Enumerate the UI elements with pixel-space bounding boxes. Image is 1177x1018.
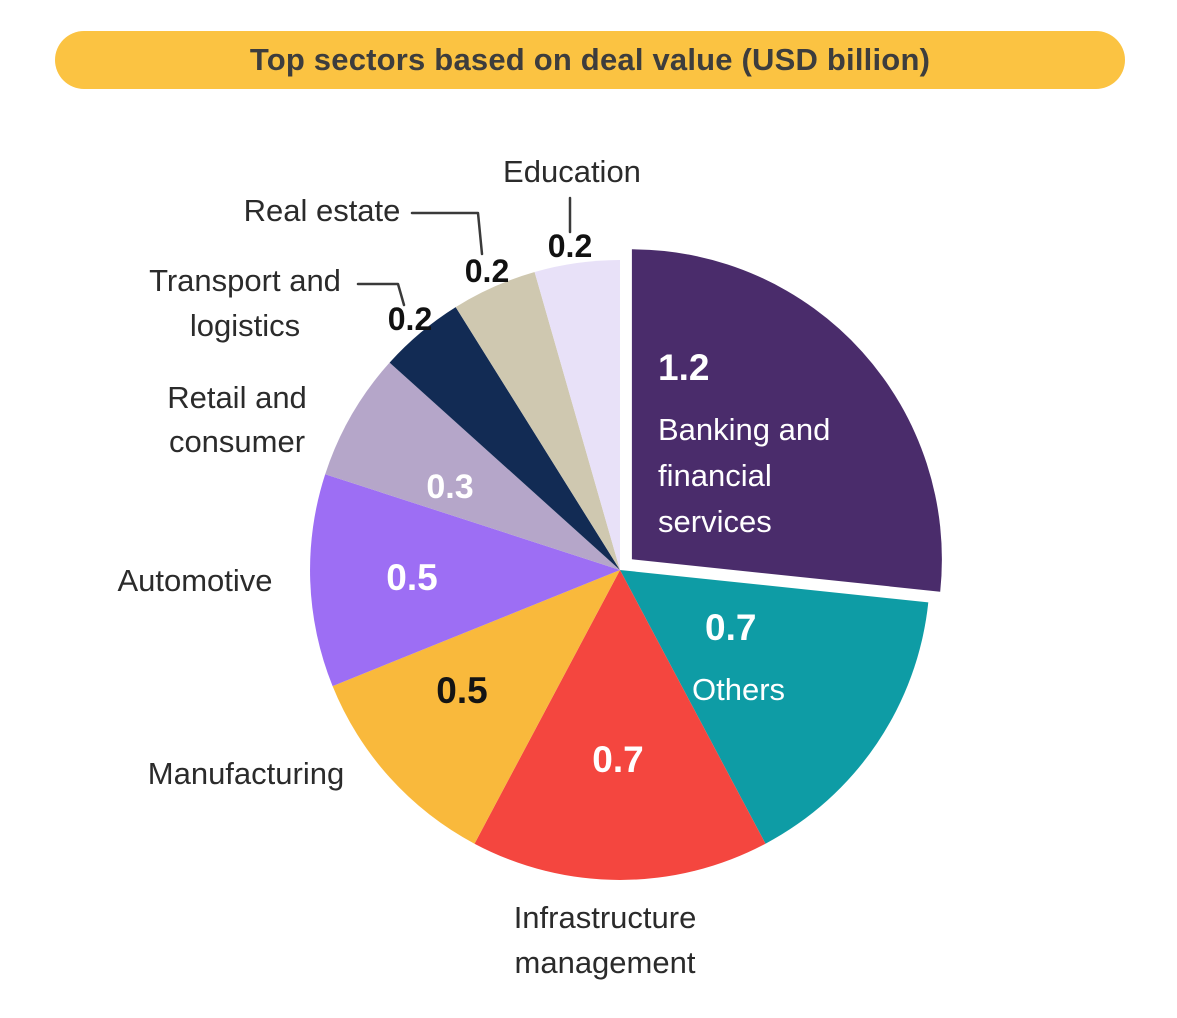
pie-slice-infrastructure-management	[474, 570, 766, 880]
value-label-retail-and-consumer: 0.3	[426, 468, 473, 506]
value-label-others: 0.7	[705, 607, 756, 648]
value-label-banking: 1.2	[658, 347, 709, 388]
pie-slice-others	[620, 570, 929, 844]
value-label-infrastructure-management: 0.7	[592, 739, 643, 780]
value-label-transport-and-logistics: 0.2	[388, 301, 432, 337]
pie-slice-manufacturing	[332, 570, 620, 844]
pie-slice-automotive	[310, 474, 620, 687]
leader-line-transport-and-logistics	[356, 282, 406, 307]
slice-label-others: Others	[692, 672, 785, 707]
chart-title: Top sectors based on deal value (USD bil…	[249, 42, 931, 77]
value-label-education: 0.2	[548, 228, 592, 264]
value-label-manufacturing: 0.5	[436, 670, 487, 711]
chart-title-banner: Top sectors based on deal value (USD bil…	[55, 31, 1125, 89]
value-label-real-estate: 0.2	[465, 253, 509, 289]
pie-slice-education	[534, 260, 620, 570]
pie-slice-banking	[631, 249, 942, 592]
pie-slice-transport-and-logistics	[389, 307, 620, 570]
slice-label-automotive: Automotive	[117, 563, 272, 598]
slice-label-banking: Banking and financial services	[658, 412, 830, 539]
pie-slice-retail-and-consumer	[325, 362, 620, 570]
slice-label-education: Education	[503, 154, 641, 189]
slice-label-manufacturing: Manufacturing	[148, 756, 344, 791]
leader-line-real-estate	[410, 211, 484, 256]
slice-label-retail-and-consumer: Retail and consumer	[167, 380, 307, 459]
slice-label-transport-and-logistics: Transport and logistics	[149, 263, 341, 343]
slice-label-real-estate: Real estate	[244, 193, 401, 228]
pie-slice-real-estate	[455, 272, 620, 570]
value-label-automotive: 0.5	[386, 557, 437, 598]
slice-label-infrastructure-management: Infrastructure management	[514, 900, 697, 980]
